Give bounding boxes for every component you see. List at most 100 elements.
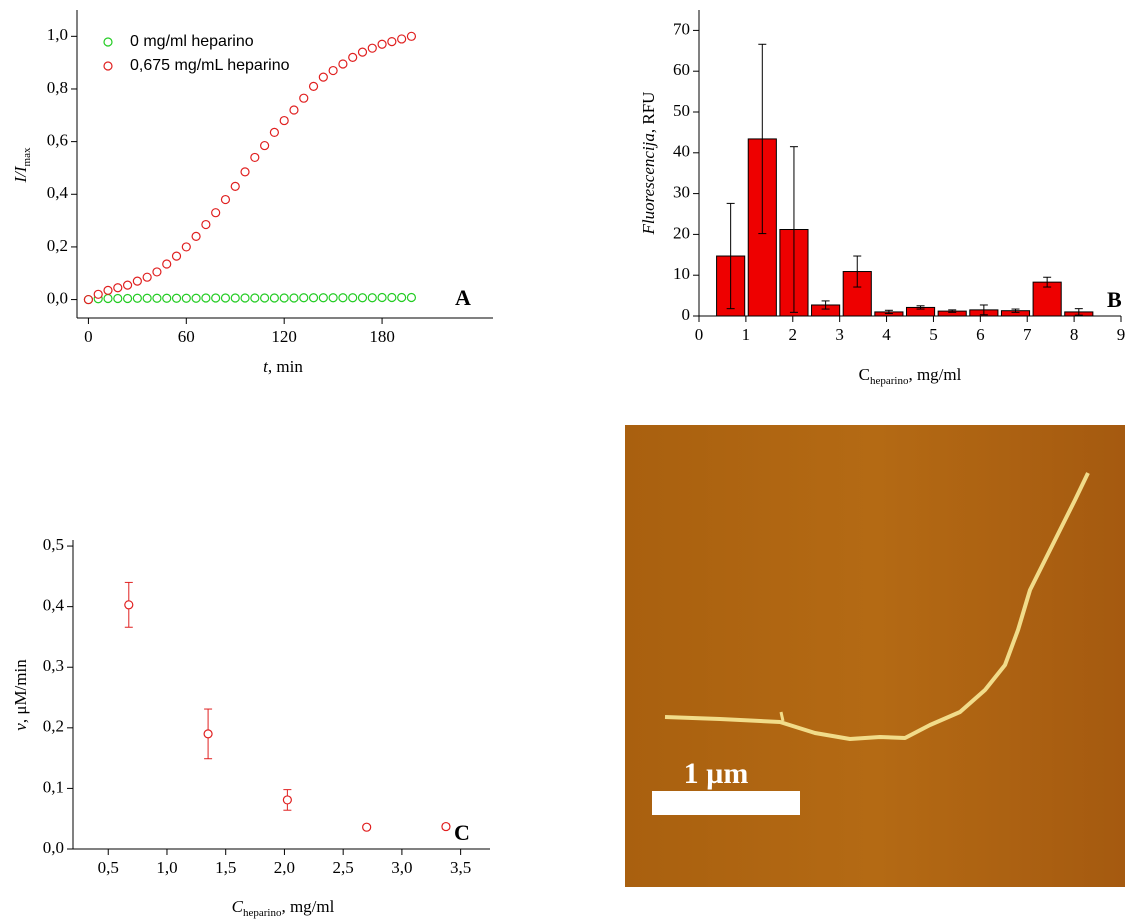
y-tick-label: 0,5	[43, 535, 64, 554]
x-axis-label: Cheparino, mg/ml	[232, 897, 335, 919]
x-axis-label-part: , min	[268, 357, 303, 376]
y-axis-label-part: v	[11, 723, 30, 731]
data-point	[240, 293, 250, 303]
data-point	[103, 285, 113, 295]
scale-bar	[652, 791, 800, 815]
data-point	[230, 181, 240, 191]
data-point	[142, 272, 152, 282]
y-axis-label: Fluorescencija, RFU	[639, 92, 658, 236]
data-point	[220, 194, 231, 205]
y-tick-label: 0,8	[47, 78, 68, 97]
legend-label: 0,675 mg/mL heparino	[130, 57, 290, 74]
data-point	[377, 292, 387, 303]
x-tick-label: 0	[84, 327, 93, 346]
legend-label: 0 mg/ml heparino	[130, 33, 254, 50]
x-tick-label: 1,5	[215, 858, 236, 877]
y-tick-label: 0,2	[43, 717, 64, 736]
data-point	[348, 52, 358, 62]
y-axis-label-part: , RFU	[639, 92, 658, 134]
data-point	[289, 293, 299, 303]
panel-label: B	[1107, 287, 1122, 312]
y-tick-label: 70	[673, 19, 690, 38]
data-point	[318, 293, 328, 303]
data-point	[162, 259, 172, 269]
data-point	[441, 821, 451, 832]
y-axis-label: I/Imax	[11, 147, 33, 183]
data-point	[122, 280, 133, 290]
legend-marker	[103, 61, 113, 71]
image-background	[625, 425, 1125, 887]
data-point	[162, 293, 172, 303]
x-tick-label: 180	[369, 327, 395, 346]
data-point	[211, 293, 221, 303]
y-axis-label-part: I/I	[11, 165, 30, 183]
data-point	[122, 293, 133, 304]
data-point	[279, 293, 289, 303]
data-point	[328, 293, 338, 303]
x-axis-label: t, min	[263, 357, 303, 376]
data-point	[152, 267, 162, 277]
data-point	[357, 47, 368, 57]
x-tick-label: 1	[742, 325, 751, 344]
x-axis-label-part: C	[859, 365, 870, 384]
data-point	[260, 140, 270, 151]
y-tick-label: 0,1	[43, 777, 64, 796]
data-point	[191, 293, 201, 303]
data-point	[124, 600, 134, 610]
y-tick-label: 1,0	[47, 25, 68, 44]
y-axis-label-part: , μM/min	[11, 659, 30, 723]
y-tick-label: 0,0	[43, 838, 64, 857]
data-point	[338, 293, 348, 303]
data-point	[328, 65, 338, 76]
data-point	[367, 293, 377, 303]
legend-marker	[103, 37, 113, 47]
data-point	[83, 294, 94, 305]
data-point	[387, 36, 397, 47]
data-point	[201, 293, 211, 303]
data-point	[308, 293, 319, 303]
x-axis-label-part: , mg/ml	[281, 897, 334, 916]
x-tick-label: 4	[882, 325, 891, 344]
data-point	[260, 293, 270, 303]
data-point	[282, 795, 292, 805]
x-tick-label: 1,0	[156, 858, 177, 877]
x-tick-label: 8	[1070, 325, 1079, 344]
data-point	[171, 251, 182, 261]
data-point	[357, 293, 368, 303]
y-tick-label: 0,4	[47, 183, 69, 202]
fibril	[664, 472, 1090, 741]
data-point	[397, 34, 407, 44]
y-tick-label: 0,4	[43, 596, 65, 615]
y-tick-label: 60	[673, 60, 690, 79]
data-point	[132, 276, 142, 286]
y-tick-label: 0,6	[47, 131, 68, 150]
data-point	[406, 292, 417, 303]
x-tick-label: 0	[695, 325, 704, 344]
x-tick-label: 60	[178, 327, 195, 346]
data-point	[93, 289, 103, 299]
data-point	[269, 127, 279, 138]
y-axis-label: v, μM/min	[11, 659, 30, 731]
y-axis-label-part: Fluorescencija	[639, 133, 658, 235]
data-point	[299, 293, 309, 303]
data-point	[279, 115, 289, 126]
data-point	[240, 167, 250, 177]
x-tick-label: 120	[271, 327, 297, 346]
x-tick-label: 5	[929, 325, 938, 344]
x-tick-label: 6	[976, 325, 985, 344]
y-tick-label: 0,2	[47, 236, 68, 255]
data-point	[299, 93, 309, 103]
y-tick-label: 0	[682, 305, 691, 324]
panel-label: A	[455, 285, 471, 310]
x-tick-label: 3,5	[450, 858, 471, 877]
data-point	[338, 59, 348, 69]
y-tick-label: 0,3	[43, 656, 64, 675]
y-tick-label: 20	[673, 223, 690, 242]
data-point	[348, 293, 358, 303]
x-tick-label: 0,5	[98, 858, 119, 877]
x-tick-label: 2,0	[274, 858, 295, 877]
data-point	[203, 729, 213, 739]
y-tick-label: 50	[673, 101, 690, 120]
x-tick-label: 9	[1117, 325, 1125, 344]
